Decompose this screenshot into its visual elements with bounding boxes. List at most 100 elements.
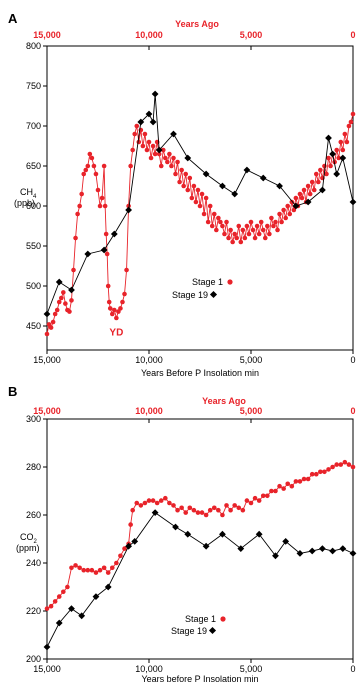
panel-b-stage19-point: [151, 509, 159, 516]
panel-a-frame: [46, 45, 354, 351]
panel-a-legend: Stage 1 Stage 19: [172, 277, 233, 300]
panel-b-stage1-point: [350, 464, 356, 470]
panel-b-stage1-point: [228, 507, 233, 513]
panel-a-stage1-point: [222, 231, 227, 237]
panel-a-stage19-point: [325, 134, 332, 142]
panel-b-legend-stage1-label: Stage 1: [185, 614, 216, 624]
panel-b-stage1-point: [220, 512, 225, 518]
panel-a-stage19-point: [137, 118, 145, 126]
panel-b-stage1-point: [269, 488, 274, 494]
panel-b-stage1-point: [171, 503, 176, 508]
panel-a-stage1-point: [328, 163, 333, 169]
panel-a-stage1-point: [95, 187, 101, 193]
panel-a-stage1-point: [301, 187, 307, 193]
panel-b-stage1-line: [46, 461, 354, 609]
panel-b-stage1-point: [85, 567, 91, 573]
panel-b-stage1-point: [260, 493, 266, 499]
panel-b-stage19-point: [184, 530, 192, 538]
panel-a-top-tick-label: 10,000: [135, 30, 163, 40]
panel-a-stage1-point: [169, 163, 174, 169]
panel-b-stage1-point: [183, 510, 189, 515]
panel-b-stage1-point: [265, 493, 270, 499]
panel-b-stage1-point: [146, 498, 152, 503]
panel-a-stage1-point: [291, 207, 297, 213]
panel-a-stage1-point: [203, 195, 209, 201]
panel-a-stage1-point: [175, 159, 180, 165]
panel-a-stage1-point: [287, 211, 293, 217]
panel-b-stage1-point: [305, 476, 311, 482]
panel-a-stage1-point: [124, 267, 129, 273]
panel-a-stage1-point: [269, 215, 274, 221]
panel-b-stage1-point: [101, 565, 107, 571]
panel-a-stage1-point: [120, 299, 125, 305]
panel-a-annotation: YD: [109, 328, 123, 339]
panel-a-stage19-point: [202, 170, 210, 178]
panel-a-y-tick-label: 600: [26, 201, 41, 211]
panel-a-stage1-point: [246, 231, 252, 237]
panel-a-stage19-point: [151, 90, 159, 98]
panel-b-top-ticks: 15,000 10,000 5,000 0: [33, 406, 355, 416]
panel-b-co2: B Years Ago 15,000 10,000 5,000 0 15,000 10,…: [8, 384, 357, 684]
panel-b-stage1-point: [138, 503, 144, 508]
panel-b-stage19-point: [319, 545, 326, 552]
panel-a-stage1-point: [148, 155, 154, 161]
panel-a-stage1-point: [205, 219, 211, 225]
panel-b-stage1-point: [273, 488, 278, 494]
panel-a-legend-stage19-label: Stage 19: [172, 290, 208, 300]
panel-a-stage1-point: [289, 199, 295, 205]
panel-b-stage1-point: [191, 507, 197, 513]
panel-b-stage1-point: [326, 467, 331, 472]
panel-a-stage1-point: [207, 203, 213, 209]
panel-a-stage1-point: [61, 290, 66, 295]
panel-b-stage1-point: [97, 567, 103, 573]
panel-a-stage1-point: [348, 119, 354, 125]
panel-a-stage1-point: [107, 306, 113, 311]
panel-b-stage1-point: [240, 507, 246, 513]
panel-a-stage1-point: [187, 175, 193, 181]
panel-b-stage19-point: [272, 552, 279, 560]
panel-b-stage1-point: [109, 565, 115, 571]
panel-b-stage1-point: [346, 462, 352, 467]
panel-a-stage1-point: [146, 139, 152, 145]
panel-b-stage1-point: [297, 479, 303, 484]
panel-a-stage1-point: [248, 219, 254, 225]
panel-a-stage1-point: [346, 123, 352, 129]
panel-a-ylabel-sub: 4: [33, 194, 37, 200]
panel-b-stage19-point: [219, 530, 226, 538]
panel-a-stage1-point: [114, 315, 119, 321]
panel-a-y-tick-label: 450: [26, 321, 41, 331]
panel-a-stage19-point: [276, 182, 283, 190]
panel-b-stage1-point: [118, 553, 123, 559]
panel-a-stage19-line: [46, 93, 354, 315]
panel-b-y-tick-label: 260: [26, 510, 41, 520]
panel-b-stage1-point: [61, 589, 66, 595]
panel-a-stage1-point: [56, 299, 62, 305]
panel-a-stage1-point: [165, 159, 170, 165]
panel-b-legend-stage1-marker: [220, 616, 226, 622]
panel-b-stage1-point: [150, 498, 156, 503]
panel-a-top-tick-label: 15,000: [33, 30, 61, 40]
panel-b-stage1-point: [248, 500, 254, 506]
panel-a-stage1-point: [109, 311, 115, 317]
panel-a-stage1-point: [67, 309, 72, 314]
panel-a-stage1-point: [58, 295, 64, 301]
panel-a-stage1-point: [54, 307, 60, 313]
panel-b-ylabel-sub: 2: [34, 539, 38, 545]
panel-a-stage1-point: [242, 235, 248, 241]
panel-a-stage1-point: [275, 227, 280, 233]
panel-b-stage19-point: [68, 605, 75, 612]
panel-a-stage1-point: [250, 227, 256, 233]
panel-a-x-tick-label: 15,000: [33, 355, 61, 365]
panel-a-stage19-point: [259, 174, 267, 182]
panel-b-stage19-point: [308, 547, 316, 555]
panel-b-top-tick-label: 10,000: [135, 406, 163, 416]
panel-a-stage1-point: [218, 219, 223, 225]
panel-b-stage1-point: [211, 505, 217, 511]
panel-a-stage1-point: [214, 227, 219, 233]
panel-b-y-tick-label: 240: [26, 558, 41, 568]
panel-a-stage19-point: [149, 118, 157, 126]
panel-a-stage1-point: [128, 163, 133, 169]
panel-a-stage1-point: [256, 231, 262, 237]
panel-b-stage1-point: [142, 500, 148, 506]
panel-a-stage1-point: [193, 199, 199, 205]
